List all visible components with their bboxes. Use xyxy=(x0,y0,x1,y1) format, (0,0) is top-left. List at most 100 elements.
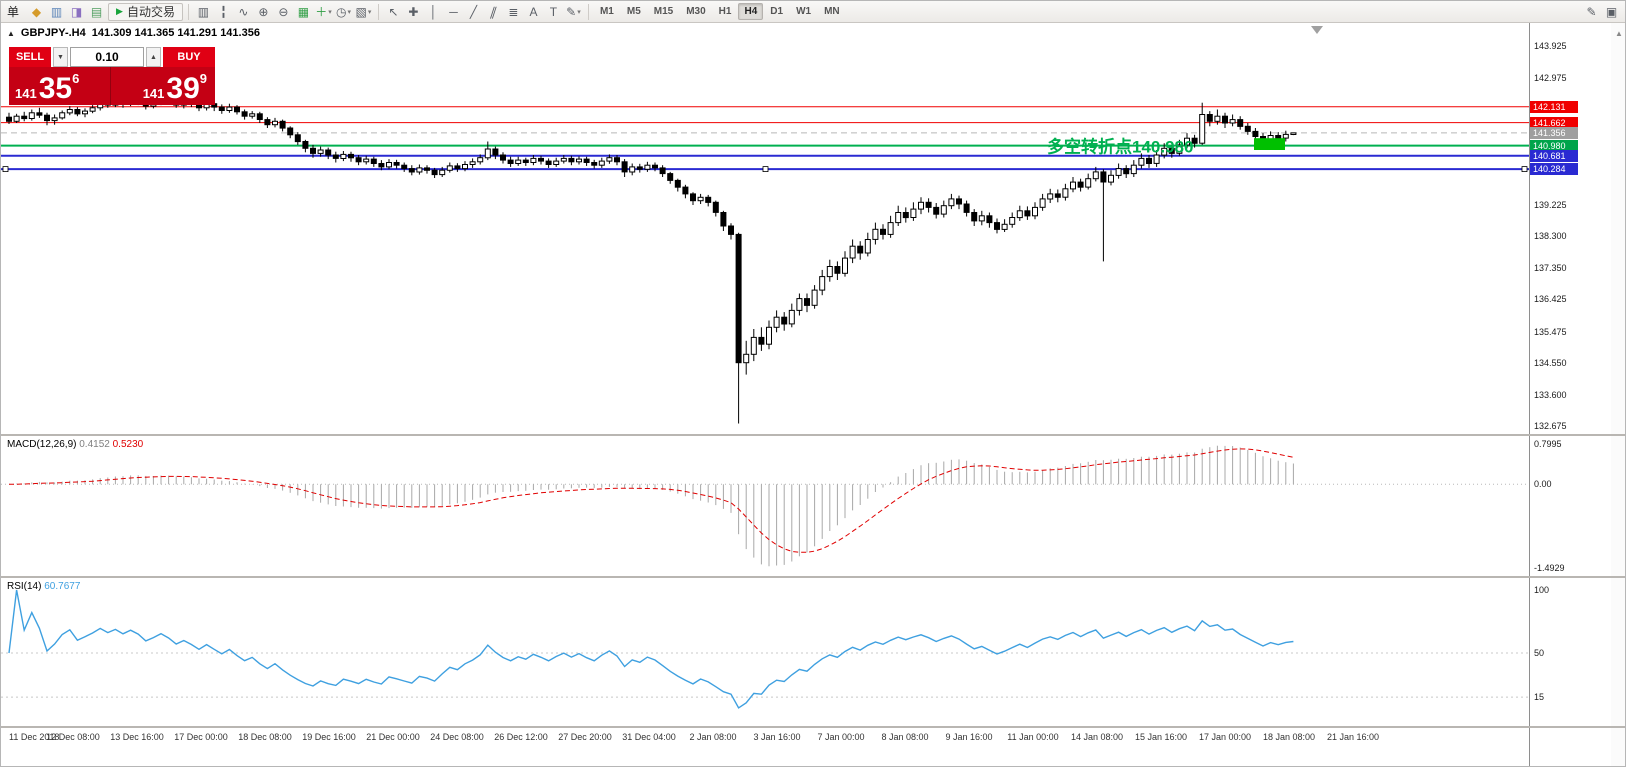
buy-button[interactable]: BUY xyxy=(163,47,215,67)
equidistant-channel-icon[interactable]: ∥ xyxy=(488,4,499,19)
draw-icon[interactable]: ✎ xyxy=(1586,4,1597,19)
macd-signal-line xyxy=(8,448,1294,553)
zoom-out-icon[interactable]: ⊖ xyxy=(278,4,289,19)
buy-price-prefix: 141 xyxy=(142,86,165,101)
autotrading-button[interactable]: ▶ 自动交易 xyxy=(108,2,183,21)
rsi-axis-label: 50 xyxy=(1534,648,1545,658)
bar-chart-icon[interactable]: ▥ xyxy=(197,4,210,19)
annotation-highlight[interactable] xyxy=(1254,138,1285,150)
timeframe-m1-button[interactable]: M1 xyxy=(599,6,614,17)
sell-price-display[interactable]: 141 35 6 xyxy=(9,67,110,105)
dropdown-caret-icon[interactable]: ▾ xyxy=(328,8,332,16)
buy-price-pip: 9 xyxy=(199,71,207,86)
trendline-icon[interactable]: ╱ xyxy=(469,4,478,19)
symbol-info: ▲ GBPJPY-.H4 141.309 141.365 141.291 141… xyxy=(7,27,260,39)
price-axis-label: 132.675 xyxy=(1534,421,1567,432)
cursor-icon[interactable]: ↖ xyxy=(388,4,399,19)
volume-up-button[interactable]: ▲ xyxy=(146,47,161,67)
volume-down-button[interactable]: ▼ xyxy=(53,47,68,67)
macd-axis-label: 0.7995 xyxy=(1534,439,1562,449)
macd-value-main: 0.4152 xyxy=(79,439,110,450)
dropdown-caret-icon[interactable]: ▾ xyxy=(367,8,372,16)
drawing-toolbar-group: ↖ ✚ │ ─ ╱ ∥ ≣ A T ✎ ▾ xyxy=(384,3,583,21)
crosshair-icon[interactable]: ✚ xyxy=(408,4,419,19)
horizontal-level-lines[interactable] xyxy=(1,106,1529,173)
price-axis-label: 138.300 xyxy=(1534,231,1567,242)
fibonacci-icon[interactable]: ≣ xyxy=(508,4,519,19)
price-axis-label: 143.925 xyxy=(1534,41,1567,52)
timeframe-m15-button[interactable]: M15 xyxy=(653,6,674,17)
timeframe-h1-button[interactable]: H1 xyxy=(718,6,732,17)
templates-icon[interactable]: ▧ ▾ xyxy=(355,4,372,19)
profiles-icon[interactable]: ◨ xyxy=(70,4,83,19)
timeframe-w1-button[interactable]: W1 xyxy=(796,6,812,17)
timeframe-h4-button[interactable]: H4 xyxy=(738,3,764,20)
line-chart-icon[interactable]: ∿ xyxy=(238,4,249,19)
price-chart-panel[interactable]: 多空转折点140.980 ▲ GBPJPY-.H4 141.309 141.36… xyxy=(1,23,1529,434)
volume-input[interactable] xyxy=(70,47,144,67)
chart-workspace: 多空转折点140.980 ▲ GBPJPY-.H4 141.309 141.36… xyxy=(1,23,1625,766)
annotation-text[interactable]: 多空转折点140.980 xyxy=(1047,136,1193,156)
macd-panel[interactable]: MACD(12,26,9) 0.4152 0.5230 xyxy=(1,436,1529,576)
macd-axis-label: 0.00 xyxy=(1534,479,1552,490)
time-axis-label: 11 Dec 2018 xyxy=(9,732,60,742)
menu-text[interactable]: 单 xyxy=(7,5,20,19)
arrows-icon[interactable]: ✎ ▾ xyxy=(566,4,581,19)
toolbar-separator xyxy=(377,3,379,20)
vertical-line-icon[interactable]: │ xyxy=(429,4,438,19)
price-axis-label: 133.600 xyxy=(1534,389,1567,400)
rsi-axis-label: 15 xyxy=(1534,692,1545,703)
timeframes-toolbar-group: M1 M5 M15 M30 H1 H4 D1 W1 MN xyxy=(594,3,846,20)
buy-price-display[interactable]: 141 39 9 xyxy=(111,67,216,105)
text-label-icon[interactable]: T xyxy=(549,4,558,19)
time-axis-label: 8 Jan 08:00 xyxy=(881,732,929,742)
time-axis-label: 26 Dec 12:00 xyxy=(494,732,548,742)
scrollbar[interactable]: ▲ xyxy=(1611,23,1625,766)
layout-icon[interactable]: ▣ xyxy=(1605,4,1618,19)
price-divider xyxy=(109,67,111,105)
toolbar-separator xyxy=(187,3,189,20)
chart-window-icon[interactable]: ▥ xyxy=(50,4,63,19)
time-axis[interactable]: 11 Dec 2018 12 Dec 08:00 13 Dec 16:00 17 De… xyxy=(1,726,1529,766)
rsi-panel[interactable]: RSI(14) 60.7677 xyxy=(1,578,1529,726)
price-axis-label: 135.475 xyxy=(1534,326,1567,337)
panel-separator[interactable] xyxy=(1,434,1625,436)
new-order-icon[interactable]: ◆ xyxy=(31,4,42,19)
horizontal-line-icon[interactable]: ─ xyxy=(449,4,458,19)
price-axis[interactable]: 143.925 142.975 139.225 138.300 137.350 136.4… xyxy=(1529,23,1611,766)
price-axis-label: 142.975 xyxy=(1534,73,1567,84)
periods-icon[interactable]: ◷ ▾ xyxy=(335,4,351,19)
macd-name: MACD(12,26,9) xyxy=(7,439,77,450)
dropdown-caret-icon[interactable]: ▾ xyxy=(577,8,581,16)
time-axis-label: 7 Jan 00:00 xyxy=(817,732,865,742)
price-marker-141.356: 141.356 xyxy=(1530,126,1578,139)
panel-separator xyxy=(1,726,1625,728)
symbol-period-label: GBPJPY-.H4 xyxy=(20,27,86,39)
terminal-icon[interactable]: ▤ xyxy=(90,4,103,19)
time-axis-label: 9 Jan 16:00 xyxy=(945,732,993,742)
indicators-icon[interactable]: ＋ ▾ xyxy=(315,5,332,19)
timeframe-m30-button[interactable]: M30 xyxy=(686,6,706,17)
ohlc-values: 141.309 141.365 141.291 141.356 xyxy=(91,27,260,39)
panel-separator[interactable] xyxy=(1,576,1625,578)
dropdown-caret-icon[interactable]: ▾ xyxy=(347,8,351,16)
time-axis-label: 18 Jan 08:00 xyxy=(1262,732,1316,742)
timeframe-mn-button[interactable]: MN xyxy=(824,6,840,17)
macd-value-signal: 0.5230 xyxy=(112,439,144,450)
scroll-up-icon[interactable]: ▲ xyxy=(1615,29,1623,38)
one-click-collapse-icon[interactable]: ▲ xyxy=(7,28,15,38)
timeframe-m5-button[interactable]: M5 xyxy=(626,6,641,17)
sell-button[interactable]: SELL xyxy=(9,47,51,67)
price-marker-140.681: 140.681 xyxy=(1530,149,1578,162)
text-icon[interactable]: A xyxy=(529,4,538,19)
tile-windows-icon[interactable]: ▦ xyxy=(297,4,310,19)
price-marker-141.662: 141.662 xyxy=(1530,116,1578,129)
candlestick-chart-icon[interactable]: ╏ xyxy=(219,4,228,19)
time-axis-label: 21 Jan 16:00 xyxy=(1326,732,1380,742)
zoom-in-icon[interactable]: ⊕ xyxy=(258,4,269,19)
rsi-name: RSI(14) xyxy=(7,581,42,592)
rsi-label: RSI(14) 60.7677 xyxy=(7,581,80,592)
timeframe-d1-button[interactable]: D1 xyxy=(770,6,784,17)
chart-shift-marker[interactable] xyxy=(1311,26,1323,34)
price-marker-140.980: 140.980 xyxy=(1530,139,1578,152)
